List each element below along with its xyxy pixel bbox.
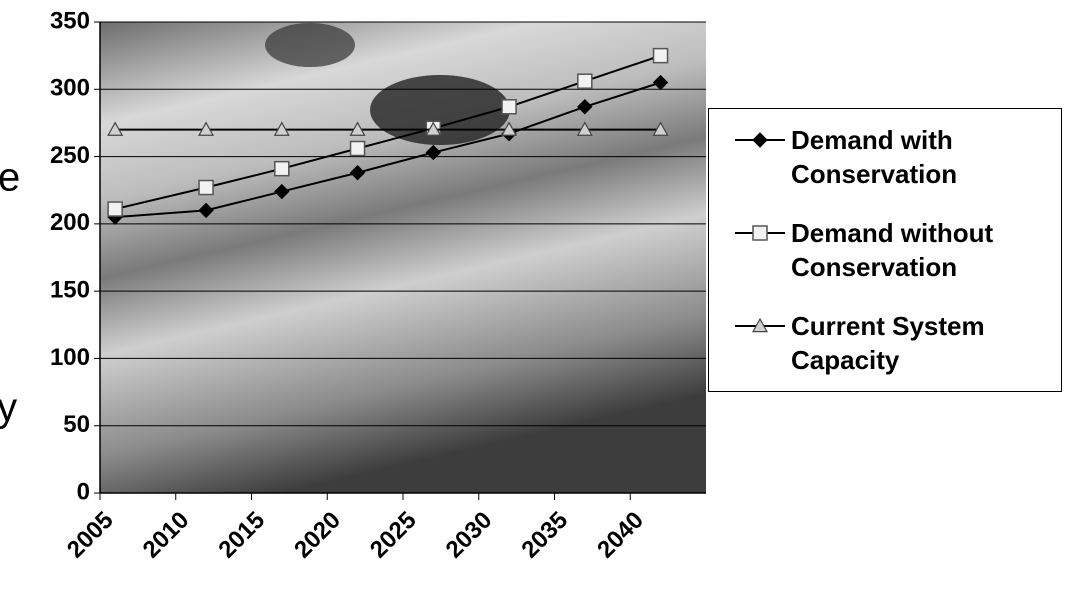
y-tick-label: 0 bbox=[77, 478, 90, 505]
x-tick-label: 2025 bbox=[365, 507, 422, 564]
legend-entry: Demand without Conservation bbox=[715, 216, 1055, 296]
legend-label: Current System Capacity bbox=[791, 309, 1061, 377]
page: e ty 0 50 100 150 200 250 300 350 2005 2010 2015 20… bbox=[0, 0, 1074, 609]
y-tick-label: 250 bbox=[50, 142, 90, 169]
y-tick-label: 150 bbox=[50, 276, 90, 303]
y-label-fragment: ty bbox=[0, 386, 17, 430]
background-shape bbox=[265, 23, 355, 67]
x-tick-label: 2010 bbox=[138, 507, 195, 564]
marker bbox=[753, 133, 767, 147]
legend-entry: Demand with Conservation bbox=[715, 123, 1055, 203]
marker bbox=[275, 162, 289, 176]
marker bbox=[351, 141, 365, 155]
x-tick-label: 2015 bbox=[213, 507, 270, 564]
marker bbox=[502, 100, 516, 114]
legend-entry: Current System Capacity bbox=[715, 309, 1055, 389]
y-label-fragment: e bbox=[0, 156, 20, 200]
legend-label: Demand without Conservation bbox=[791, 216, 1061, 284]
legend-label: Demand with Conservation bbox=[791, 123, 1061, 191]
marker bbox=[108, 202, 122, 216]
marker bbox=[199, 181, 213, 195]
y-tick-label: 350 bbox=[50, 7, 90, 34]
y-tick-label: 50 bbox=[63, 411, 90, 438]
legend-swatch bbox=[715, 216, 785, 250]
x-tick-label: 2020 bbox=[289, 507, 346, 564]
marker bbox=[578, 74, 592, 88]
legend-swatch bbox=[715, 309, 785, 343]
x-tick-label: 2030 bbox=[441, 507, 498, 564]
marker bbox=[654, 49, 668, 63]
y-tick-label: 300 bbox=[50, 75, 90, 102]
legend: Demand with Conservation Demand without C… bbox=[708, 108, 1062, 392]
x-tick-label: 2040 bbox=[592, 507, 649, 564]
legend-swatch bbox=[715, 123, 785, 157]
x-tick-label: 2005 bbox=[62, 507, 119, 564]
marker bbox=[753, 226, 767, 240]
x-tick-label: 2035 bbox=[516, 507, 573, 564]
y-tick-label: 100 bbox=[50, 344, 90, 371]
y-tick-label: 200 bbox=[50, 209, 90, 236]
